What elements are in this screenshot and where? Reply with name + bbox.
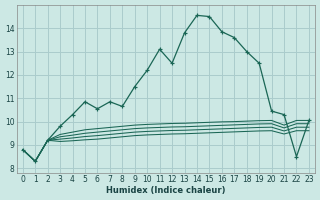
X-axis label: Humidex (Indice chaleur): Humidex (Indice chaleur) (106, 186, 226, 195)
